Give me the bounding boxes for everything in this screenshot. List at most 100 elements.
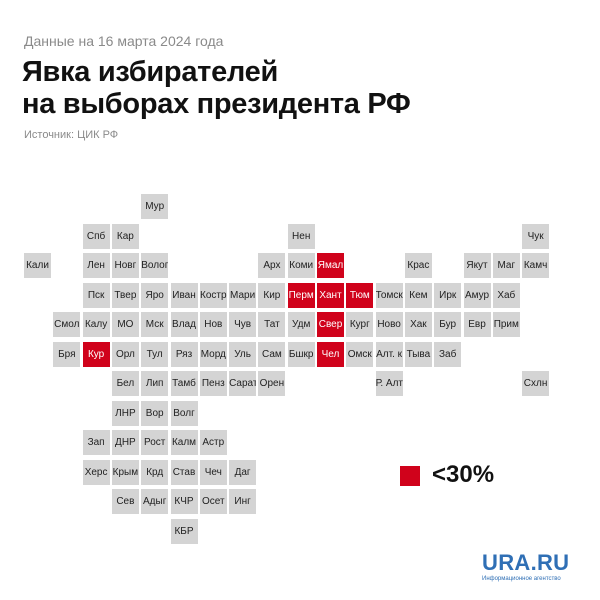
region-tile: Спб xyxy=(82,223,110,249)
region-tile: Пск xyxy=(82,282,110,308)
region-tile: Яро xyxy=(141,282,169,308)
region-tile: Крас xyxy=(404,253,432,278)
region-tile: Став xyxy=(170,459,198,485)
legend-label: <30% xyxy=(432,461,495,488)
region-tile: Чук xyxy=(522,223,550,249)
region-tile: Инг xyxy=(229,489,257,514)
region-tile: Чув xyxy=(229,312,257,337)
region-tile: Чеч xyxy=(199,459,227,485)
region-tile: Арх xyxy=(258,253,286,278)
region-tile: Крым xyxy=(111,459,139,485)
region-tile: Иван xyxy=(170,282,198,308)
region-tile: КБР xyxy=(170,518,198,544)
region-tile: Заб xyxy=(434,341,462,367)
region-tile: Мари xyxy=(229,282,257,308)
region-tile: Амур xyxy=(463,282,491,308)
region-tile: Якут xyxy=(463,253,491,278)
region-tile: Р. Алт xyxy=(375,371,403,396)
region-tile: Нен xyxy=(287,223,315,249)
region-tile: Волог xyxy=(141,253,169,278)
page-title: Явка избирателей на выборах президента Р… xyxy=(22,56,411,120)
region-tile: Мур xyxy=(141,194,169,219)
region-tile: Хант xyxy=(317,282,344,308)
region-tile: Смол xyxy=(53,312,81,337)
region-tile: Схлн xyxy=(522,371,550,396)
region-tile: Сарат xyxy=(229,371,257,396)
region-tile: Тыва xyxy=(404,341,432,367)
title-line-2: на выборах президента РФ xyxy=(22,88,411,120)
region-tile: Влад xyxy=(170,312,198,337)
region-tile: Адыг xyxy=(141,489,169,514)
region-tile: Астр xyxy=(199,430,227,455)
region-tile: ЛНР xyxy=(111,400,139,426)
title-line-1: Явка избирателей xyxy=(22,56,279,88)
region-tile: Бшкр xyxy=(287,341,315,367)
region-tile: Чел xyxy=(317,341,344,367)
region-tile: Ново xyxy=(375,312,403,337)
region-tile: Волг xyxy=(170,400,198,426)
region-tile: Мск xyxy=(141,312,169,337)
region-tile: Кург xyxy=(346,312,374,337)
region-tile: Ряз xyxy=(170,341,198,367)
region-tile: МО xyxy=(111,312,139,337)
region-tile: Морд xyxy=(199,341,227,367)
region-tile: Маг xyxy=(492,253,520,278)
region-tile: Калу xyxy=(82,312,110,337)
region-tile: Бел xyxy=(111,371,139,396)
region-tile: Прим xyxy=(492,312,520,337)
region-tile: Осет xyxy=(199,489,227,514)
region-tile: Коми xyxy=(287,253,315,278)
region-tile: Кар xyxy=(111,223,139,249)
region-tile: КЧР xyxy=(170,489,198,514)
logo-subtitle: Информационное агентство xyxy=(482,576,561,582)
region-tile: Новг xyxy=(111,253,139,278)
region-tile: Рост xyxy=(141,430,169,455)
region-tile: Нов xyxy=(199,312,227,337)
region-tile: Пенз xyxy=(199,371,227,396)
region-tile: Свер xyxy=(317,312,344,337)
region-tile: Кем xyxy=(404,282,432,308)
region-tile: ДНР xyxy=(111,430,139,455)
region-tile: Даг xyxy=(229,459,257,485)
region-tile: Тюм xyxy=(346,282,374,308)
region-tile: Бря xyxy=(53,341,81,367)
region-tile: Хаб xyxy=(492,282,520,308)
region-tile: Камч xyxy=(522,253,550,278)
region-tile: Тат xyxy=(258,312,286,337)
source-note: Источник: ЦИК РФ xyxy=(24,129,119,141)
region-tile: Бур xyxy=(434,312,462,337)
region-tile: Орен xyxy=(258,371,286,396)
region-tile: Кали xyxy=(24,253,51,278)
region-tile: Костр xyxy=(199,282,227,308)
region-tile: Томск xyxy=(375,282,403,308)
region-tile: Алт. к xyxy=(375,341,403,367)
region-tile: Сев xyxy=(111,489,139,514)
region-tile: Сам xyxy=(258,341,286,367)
region-tile: Орл xyxy=(111,341,139,367)
region-tile: Омск xyxy=(346,341,374,367)
region-tile: Тул xyxy=(141,341,169,367)
region-tile: Кир xyxy=(258,282,286,308)
region-tile: Лип xyxy=(141,371,169,396)
date-line: Данные на 16 марта 2024 года xyxy=(24,33,224,49)
region-tile: Перм xyxy=(287,282,315,308)
legend-swatch xyxy=(400,466,420,486)
region-tile: Лен xyxy=(82,253,110,278)
region-tile: Удм xyxy=(287,312,315,337)
region-tile: Ямал xyxy=(317,253,344,278)
region-tile: Евр xyxy=(463,312,491,337)
region-tile: Хак xyxy=(404,312,432,337)
region-tile: Крд xyxy=(141,459,169,485)
region-tile: Калм xyxy=(170,430,198,455)
logo-text: URA.RU xyxy=(482,550,570,575)
region-tile: Херс xyxy=(82,459,110,485)
region-tile: Вор xyxy=(141,400,169,426)
region-tile: Твер xyxy=(111,282,139,308)
region-tile: Кур xyxy=(82,341,110,367)
region-tile: Зап xyxy=(82,430,110,455)
region-tile: Тамб xyxy=(170,371,198,396)
region-tile: Ирк xyxy=(434,282,462,308)
region-tile: Уль xyxy=(229,341,257,367)
logo: URA.RU Информационное агентство xyxy=(482,551,569,583)
